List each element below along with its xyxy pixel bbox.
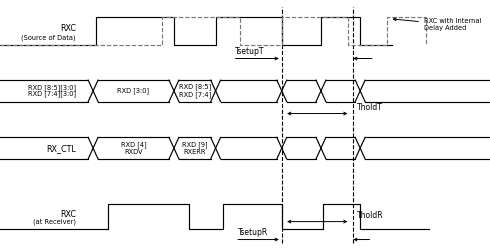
Text: RXD [3:0]: RXD [3:0]: [118, 87, 149, 94]
Text: (Source of Data): (Source of Data): [22, 34, 76, 41]
Text: TsetupT: TsetupT: [235, 47, 265, 56]
Text: TholdR: TholdR: [357, 211, 383, 220]
Text: (at Receiver): (at Receiver): [33, 219, 76, 225]
Text: TsetupR: TsetupR: [238, 228, 268, 237]
Text: TholdT: TholdT: [357, 103, 383, 112]
Text: RXD [7:4][3:0]: RXD [7:4][3:0]: [28, 90, 76, 97]
Text: RXC with Internal
Delay Added: RXC with Internal Delay Added: [393, 18, 481, 31]
Text: RX_CTL: RX_CTL: [46, 144, 76, 153]
Text: RXD [9]
RXERR: RXD [9] RXERR: [182, 141, 208, 155]
Text: RXD [8:5][3:0]: RXD [8:5][3:0]: [28, 84, 76, 91]
Text: RXD [8:5]
RXD [7:4]: RXD [8:5] RXD [7:4]: [179, 84, 211, 98]
Text: RXD [4]
RXDV: RXD [4] RXDV: [121, 141, 147, 155]
Text: RXC: RXC: [60, 210, 76, 219]
Text: RXC: RXC: [60, 24, 76, 33]
